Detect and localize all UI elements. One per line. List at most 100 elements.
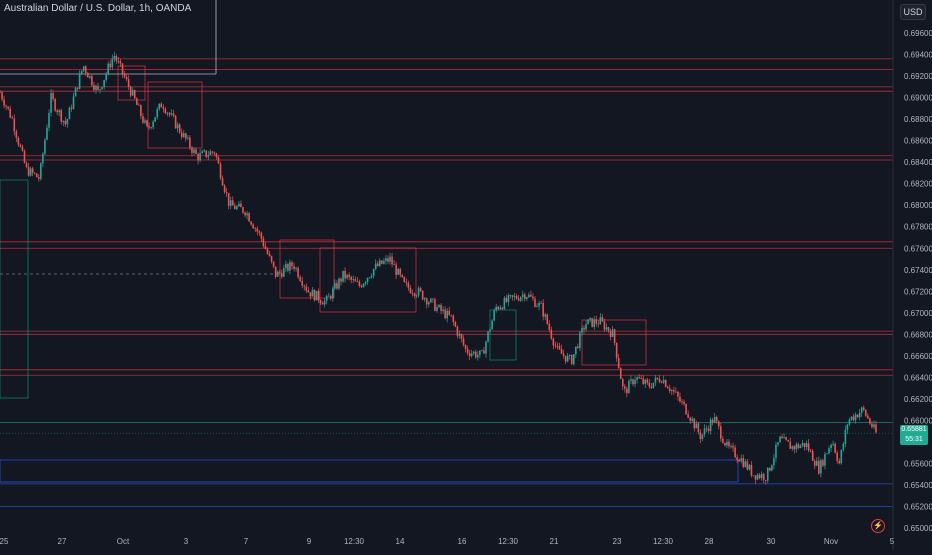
candle-body bbox=[472, 351, 475, 354]
candle-body bbox=[285, 264, 287, 269]
candle-body bbox=[671, 390, 673, 392]
candle-body bbox=[329, 295, 332, 299]
candle-body bbox=[493, 310, 495, 321]
price-tick-label: 0.66800 bbox=[904, 330, 932, 339]
candle-body bbox=[131, 90, 134, 96]
time-tick-label: 14 bbox=[396, 537, 405, 546]
candle-body bbox=[111, 58, 114, 68]
candle-body bbox=[372, 268, 375, 276]
candle-body bbox=[615, 342, 618, 359]
candle-body bbox=[35, 173, 38, 178]
candle-body bbox=[352, 279, 355, 280]
candle-body bbox=[793, 446, 796, 450]
price-tick-label: 0.66000 bbox=[904, 416, 932, 425]
candle-body bbox=[93, 85, 95, 90]
candle-body bbox=[138, 104, 140, 106]
candle-body bbox=[354, 279, 357, 282]
candle-body bbox=[485, 341, 487, 354]
candle-body bbox=[185, 133, 187, 139]
candle-body bbox=[722, 438, 724, 443]
candle-body bbox=[252, 224, 255, 229]
candle-body bbox=[491, 320, 493, 330]
candle-body bbox=[726, 441, 728, 446]
candle-body bbox=[191, 147, 193, 153]
candle-body bbox=[564, 355, 567, 362]
candle-body bbox=[519, 297, 522, 301]
candle-body bbox=[599, 317, 602, 325]
candle-body bbox=[867, 415, 869, 419]
price-tick-label: 0.66600 bbox=[904, 352, 932, 361]
candle-body bbox=[170, 113, 173, 115]
candle-body bbox=[17, 137, 20, 145]
candle-body bbox=[89, 75, 91, 78]
candle-body bbox=[860, 407, 863, 413]
candle-body bbox=[809, 450, 812, 452]
candle-body bbox=[264, 246, 267, 250]
candle-body bbox=[566, 355, 569, 362]
candle-body bbox=[37, 177, 40, 179]
candle-body bbox=[84, 66, 87, 73]
time-tick-label: 9 bbox=[307, 537, 312, 546]
currency-label[interactable]: USD bbox=[900, 4, 926, 20]
candle-body bbox=[432, 298, 434, 300]
candle-body bbox=[366, 277, 369, 283]
candle-body bbox=[834, 443, 836, 453]
candle-body bbox=[589, 318, 591, 320]
candle-body bbox=[215, 153, 218, 158]
candle-body bbox=[638, 377, 640, 379]
candle-body bbox=[383, 260, 385, 264]
candle-body bbox=[23, 150, 26, 163]
candle-body bbox=[544, 314, 547, 317]
candle-body bbox=[869, 418, 871, 424]
candle-body bbox=[140, 105, 142, 117]
candle-body bbox=[213, 152, 216, 154]
candle-body bbox=[746, 461, 749, 470]
candle-body bbox=[109, 63, 112, 68]
candle-body bbox=[607, 327, 610, 332]
candle-body bbox=[178, 124, 181, 133]
candle-body bbox=[668, 388, 671, 392]
candle-layer bbox=[0, 51, 877, 485]
lightning-icon[interactable]: ⚡ bbox=[871, 519, 885, 533]
zone-box bbox=[581, 319, 647, 366]
candle-body bbox=[325, 295, 328, 301]
candle-body bbox=[317, 290, 320, 301]
candle-body bbox=[307, 290, 310, 293]
candle-body bbox=[76, 87, 79, 89]
candle-body bbox=[60, 110, 63, 122]
candle-body bbox=[830, 444, 832, 449]
candle-body bbox=[728, 441, 730, 447]
price-tick-label: 0.69000 bbox=[904, 94, 932, 103]
candle-body bbox=[313, 289, 316, 301]
price-tick-label: 0.66400 bbox=[904, 373, 932, 382]
candle-body bbox=[209, 151, 212, 156]
candle-body bbox=[581, 327, 583, 333]
candle-body bbox=[129, 86, 132, 96]
candle-body bbox=[807, 443, 810, 451]
candle-body bbox=[523, 294, 526, 300]
candle-body bbox=[713, 416, 716, 423]
candle-body bbox=[280, 272, 283, 277]
candle-body bbox=[425, 298, 428, 305]
candle-body bbox=[477, 354, 479, 358]
time-tick-label: 27 bbox=[58, 537, 67, 546]
candle-body bbox=[515, 296, 518, 299]
candle-body bbox=[413, 293, 416, 296]
candle-body bbox=[303, 285, 306, 287]
candle-body bbox=[283, 268, 285, 277]
candle-body bbox=[374, 263, 377, 269]
candle-body bbox=[815, 460, 818, 466]
candle-body bbox=[201, 151, 203, 154]
candle-body bbox=[468, 353, 471, 357]
candle-body bbox=[405, 281, 408, 283]
candle-body bbox=[315, 290, 318, 301]
candle-body bbox=[50, 93, 52, 113]
price-tick-label: 0.67200 bbox=[904, 287, 932, 296]
candle-body bbox=[709, 419, 712, 431]
candle-body bbox=[236, 206, 238, 210]
candle-body bbox=[644, 379, 647, 384]
candle-body bbox=[689, 417, 691, 421]
candle-body bbox=[203, 150, 205, 152]
